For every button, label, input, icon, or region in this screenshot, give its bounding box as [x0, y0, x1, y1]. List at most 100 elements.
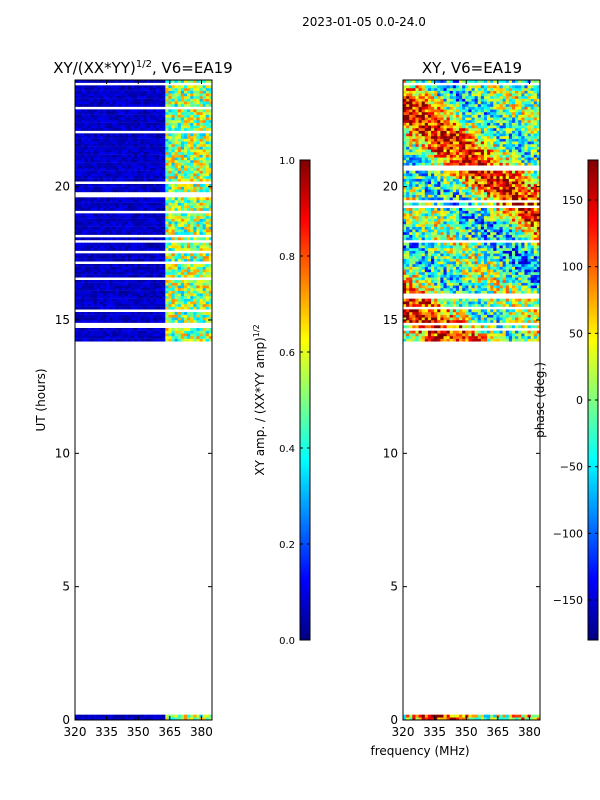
amp-heatmap-cell	[177, 224, 182, 227]
phase-heatmap-cell	[496, 333, 500, 337]
amp-heatmap-cell	[162, 264, 166, 267]
amp-heatmap-cell	[140, 218, 144, 222]
amp-heatmap-cell	[118, 138, 123, 142]
amp-heatmap-cell	[81, 93, 85, 97]
amp-heatmap-cell	[202, 178, 207, 182]
amp-heatmap-cell	[199, 117, 204, 121]
amp-heatmap-cell	[202, 160, 207, 163]
phase-heatmap-cell	[533, 714, 538, 718]
amp-heatmap-cell	[137, 88, 141, 91]
amp-heatmap-cell	[193, 138, 197, 142]
amp-heatmap-cell	[121, 162, 126, 166]
amp-heatmap-cell	[90, 189, 95, 193]
amp-heatmap-cell	[205, 338, 210, 342]
amp-heatmap-cell	[177, 120, 182, 123]
phase-heatmap-cell	[415, 298, 419, 302]
amp-heatmap-cell	[187, 242, 191, 246]
amp-heatmap-cell	[84, 293, 88, 297]
amp-heatmap-cell	[75, 141, 79, 145]
amp-heatmap-cell	[140, 216, 144, 219]
phase-heatmap-cell	[527, 261, 532, 265]
amp-heatmap-cell	[127, 714, 132, 718]
phase-heatmap-cell	[533, 314, 538, 318]
amp-heatmap-cell	[96, 162, 101, 166]
amp-heatmap-cell	[131, 120, 135, 123]
amp-heatmap-cell	[180, 178, 185, 182]
amp-heatmap-cell	[93, 85, 98, 89]
phase-heatmap-cell	[446, 336, 451, 339]
amp-heatmap-cell	[143, 146, 148, 150]
amp-heatmap-cell	[190, 269, 194, 273]
amp-heatmap-cell	[187, 157, 191, 161]
amp-heatmap-cell	[127, 93, 132, 97]
amp-heatmap-cell	[155, 717, 160, 721]
amp-heatmap-cell	[183, 213, 188, 217]
phase-heatmap-cell	[468, 714, 472, 718]
phase-heatmap-cell	[515, 290, 519, 294]
amp-heatmap-cell	[187, 186, 191, 190]
amp-heatmap-cell	[174, 248, 179, 251]
amp-heatmap-cell	[140, 149, 144, 153]
amp-heatmap-cell	[99, 312, 104, 315]
amp-heatmap-cell	[152, 266, 157, 270]
phase-heatmap-cell	[518, 309, 522, 313]
amp-heatmap-cell	[118, 165, 123, 169]
amp-heatmap-cell	[87, 232, 91, 235]
phase-heatmap-cell	[406, 285, 410, 289]
amp-heatmap-cell	[78, 144, 82, 147]
amp-heatmap-cell	[84, 213, 88, 217]
amp-heatmap-cell	[143, 333, 148, 337]
amp-heatmap-cell	[162, 717, 166, 721]
amp-heatmap-cell	[99, 338, 104, 342]
amp-heatmap-cell	[118, 274, 123, 278]
amp-heatmap-cell	[99, 288, 104, 291]
phase-heatmap-cell	[474, 272, 479, 275]
phase-heatmap-cell	[437, 317, 441, 321]
amp-heatmap-cell	[127, 202, 132, 206]
amp-heatmap-cell	[155, 90, 160, 94]
amp-heatmap-cell	[112, 293, 116, 297]
amp-heatmap-cell	[146, 229, 151, 233]
amp-heatmap-cell	[96, 186, 101, 190]
amp-heatmap-cell	[78, 264, 82, 267]
amp-heatmap-cell	[193, 258, 197, 262]
amp-heatmap-cell	[115, 178, 119, 182]
amp-heatmap-cell	[202, 256, 207, 259]
phase-heatmap-cell	[468, 320, 472, 323]
amp-heatmap-cell	[162, 178, 166, 182]
amp-heatmap-cell	[205, 85, 210, 89]
amp-heatmap-cell	[140, 178, 144, 182]
amp-heatmap-cell	[99, 157, 104, 161]
amp-heatmap-cell	[168, 112, 172, 115]
amp-heatmap-cell	[196, 256, 200, 259]
amp-heatmap-cell	[140, 168, 144, 171]
amp-heatmap-cell	[162, 245, 166, 249]
amp-heatmap-cell	[134, 162, 138, 166]
amp-heatmap-cell	[109, 184, 113, 187]
amp-heatmap-cell	[196, 274, 200, 278]
phase-heatmap-cell	[412, 282, 416, 286]
amp-heatmap-cell	[187, 184, 191, 187]
phase-heatmap-cell	[474, 285, 479, 289]
amp-heatmap-cell	[152, 245, 157, 249]
phase-heatmap-cell	[418, 336, 423, 339]
amp-heatmap-cell	[202, 317, 207, 321]
amp-y-tick-label: 10	[55, 446, 70, 460]
amp-heatmap-cell	[124, 288, 129, 291]
amp-heatmap-cell	[78, 149, 82, 153]
amp-heatmap-cell	[187, 160, 191, 163]
phase-heatmap-cell	[521, 298, 525, 302]
amp-heatmap-cell	[159, 266, 163, 270]
amp-heatmap-cell	[140, 317, 144, 321]
phase-heatmap-cell	[434, 717, 438, 721]
phase-heatmap-cell	[499, 325, 504, 329]
amp-heatmap-cell	[155, 205, 160, 209]
amp-heatmap-cell	[187, 221, 191, 225]
amp-heatmap-cell	[187, 285, 191, 289]
amp-heatmap-cell	[149, 232, 154, 235]
amp-heatmap-cell	[87, 157, 91, 161]
amp-heatmap-cell	[84, 328, 88, 331]
amp-heatmap-cell	[84, 117, 88, 121]
phase-heatmap-cell	[427, 333, 432, 337]
phase-heatmap-cell	[499, 338, 504, 342]
